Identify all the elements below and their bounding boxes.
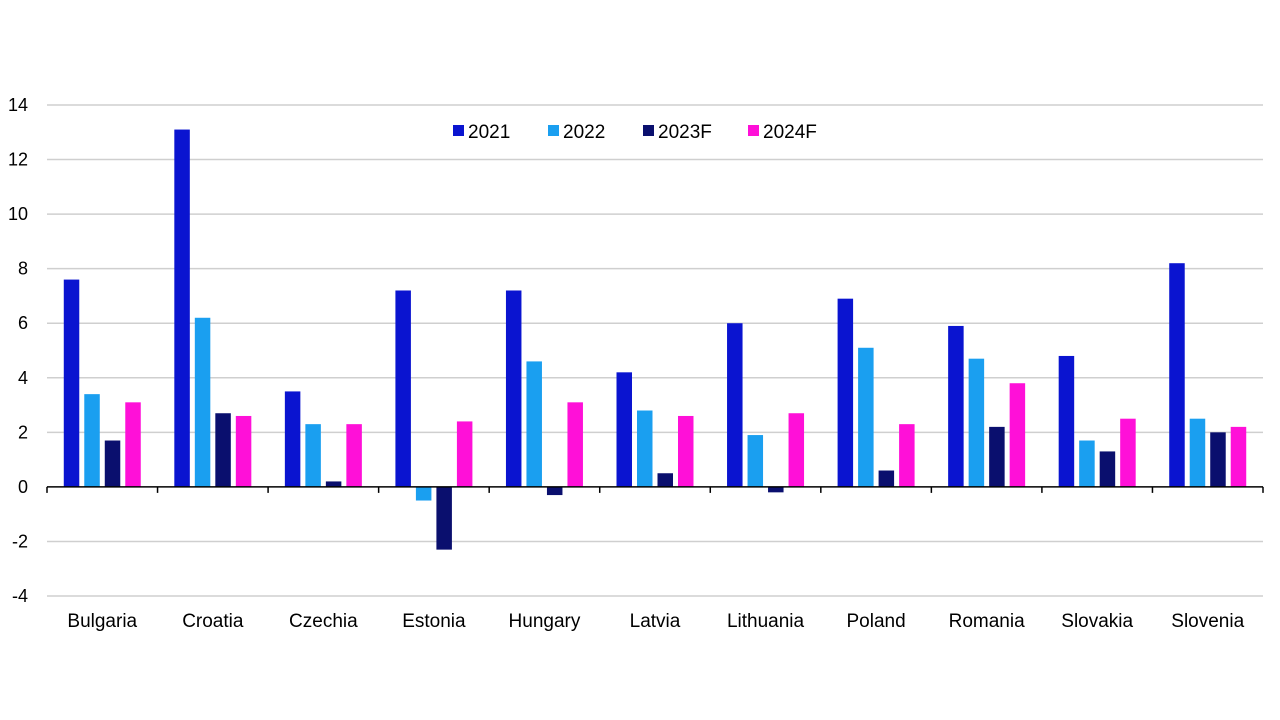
bar-2023F-lithuania	[768, 486, 784, 493]
bar-2022-estonia	[415, 486, 432, 501]
legend: 2021 2022 2023F 2024F	[453, 122, 817, 143]
bar-2024F-slovenia	[1230, 426, 1247, 487]
bar-2024F-czechia	[346, 424, 362, 487]
bar-2023F-slovenia	[1210, 432, 1226, 487]
bar-2024F-poland	[899, 424, 915, 487]
legend-label: 2023F	[658, 122, 712, 143]
bar-2022-romania	[968, 358, 985, 487]
bar-2021-romania	[948, 325, 964, 487]
category-label: Latvia	[630, 611, 681, 632]
category-label: Bulgaria	[67, 611, 137, 632]
bar-2023F-estonia	[436, 486, 452, 550]
bar-2023F-latvia	[657, 473, 673, 487]
category-label: Croatia	[182, 611, 244, 632]
category-label: Slovenia	[1171, 611, 1244, 632]
bar-2021-slovakia	[1058, 355, 1075, 487]
x-axis	[46, 486, 1264, 493]
y-tick-label: 8	[18, 259, 28, 279]
bar-2022-croatia	[194, 317, 211, 487]
legend-label: 2021	[468, 122, 510, 143]
category-label: Romania	[949, 611, 1025, 632]
bar-2023F-slovakia	[1099, 451, 1116, 487]
category-label: Slovakia	[1061, 611, 1133, 632]
bar-2024F-bulgaria	[125, 402, 141, 487]
bar-2024F-slovakia	[1120, 418, 1136, 487]
bar-2021-hungary	[505, 290, 522, 487]
bar-2021-slovenia	[1169, 263, 1185, 487]
gridlines	[47, 104, 1263, 597]
bar-2023F-bulgaria	[104, 440, 121, 487]
bar-2024F-estonia	[456, 421, 473, 487]
bar-2021-croatia	[174, 129, 190, 487]
y-tick-label: 10	[8, 204, 28, 224]
legend-label: 2022	[563, 122, 605, 143]
bars	[63, 129, 1247, 550]
bar-2023F-poland	[878, 470, 895, 487]
y-tick-label: 12	[8, 150, 28, 170]
legend-swatch	[548, 125, 559, 136]
bar-2022-poland	[858, 347, 874, 487]
y-tick-label: 4	[18, 368, 28, 388]
bar-2022-bulgaria	[84, 394, 100, 487]
bar-2021-bulgaria	[63, 279, 80, 487]
y-tick-label: 0	[18, 477, 28, 497]
category-label: Lithuania	[727, 611, 805, 632]
bar-2021-poland	[837, 298, 854, 487]
legend-swatch	[748, 125, 759, 136]
y-tick-label: -4	[12, 586, 28, 606]
y-axis-tick-labels: -4 -2 0 2 4 6 8 10 12 14	[8, 95, 28, 606]
bar-2024F-latvia	[678, 415, 694, 487]
bar-2022-lithuania	[747, 435, 764, 487]
category-label: Czechia	[289, 611, 358, 632]
bar-2022-hungary	[526, 361, 542, 487]
legend-label: 2024F	[763, 122, 817, 143]
bar-2022-slovakia	[1079, 440, 1095, 487]
bar-2022-slovenia	[1189, 418, 1206, 487]
bar-2023F-hungary	[546, 486, 563, 496]
bar-2022-czechia	[305, 424, 321, 487]
category-label: Estonia	[402, 611, 466, 632]
bar-2024F-croatia	[235, 415, 252, 487]
y-tick-label: 14	[8, 95, 28, 115]
y-tick-label: -2	[12, 531, 28, 551]
bar-2021-lithuania	[727, 323, 743, 487]
bar-2021-czechia	[284, 391, 301, 487]
bar-2023F-croatia	[215, 413, 231, 487]
category-label: Hungary	[509, 611, 581, 632]
bar-2023F-romania	[989, 426, 1005, 487]
bar-2024F-lithuania	[788, 413, 805, 487]
legend-swatch	[453, 125, 464, 136]
y-tick-label: 6	[18, 313, 28, 333]
y-tick-label: 2	[18, 422, 28, 442]
bar-2021-estonia	[395, 290, 411, 487]
category-labels: Bulgaria Croatia Czechia Estonia Hungary Latv…	[67, 611, 1244, 632]
category-label: Poland	[847, 611, 906, 632]
bar-2023F-czechia	[325, 481, 342, 487]
bar-2021-latvia	[616, 372, 632, 487]
bar-2022-latvia	[637, 410, 653, 487]
bar-2024F-hungary	[567, 402, 583, 487]
legend-swatch	[643, 125, 654, 136]
bar-2024F-romania	[1009, 383, 1026, 487]
